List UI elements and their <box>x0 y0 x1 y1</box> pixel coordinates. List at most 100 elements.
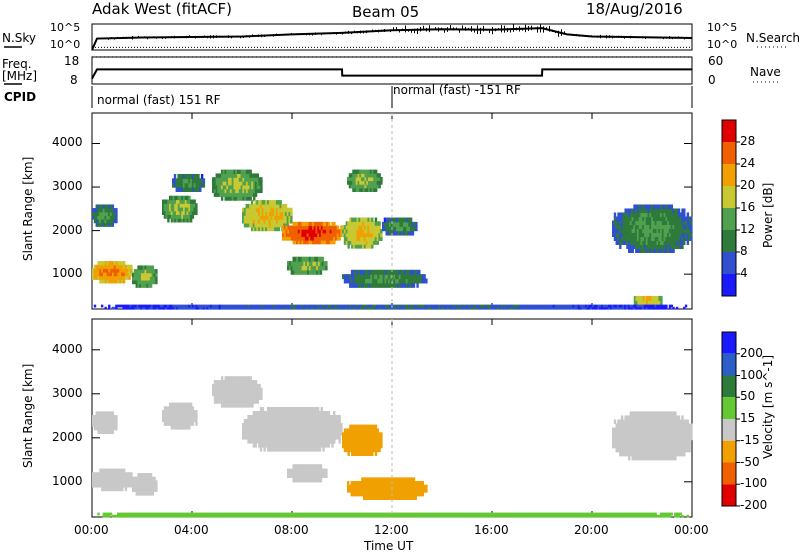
power-cell <box>592 304 595 308</box>
power-cell <box>343 278 347 284</box>
power-cell <box>163 214 167 219</box>
power-cell <box>179 203 182 208</box>
velocity-cell <box>122 479 126 484</box>
power-cell <box>283 203 286 209</box>
power-cell <box>647 220 650 226</box>
velocity-cell <box>363 436 367 441</box>
velocity-cell <box>355 484 359 489</box>
velocity-cell <box>231 395 235 400</box>
power-cell <box>270 200 273 205</box>
velocity-cell <box>324 419 327 424</box>
power-cell <box>347 274 350 280</box>
power-cell <box>254 226 257 232</box>
power-cell <box>369 217 372 222</box>
velocity-cell <box>322 443 325 448</box>
velocity-cell <box>356 440 359 445</box>
velocity-cell <box>183 413 186 419</box>
velocity-cell <box>111 429 115 434</box>
velocity-cell <box>362 440 365 445</box>
velocity-cell <box>414 495 417 500</box>
power-cell <box>224 306 227 310</box>
velocity-cell <box>638 455 642 461</box>
velocity-cell <box>322 431 325 436</box>
velocity-cell <box>647 411 650 417</box>
power-cell <box>193 178 197 184</box>
velocity-cell <box>362 424 365 430</box>
power-cell <box>649 244 652 249</box>
velocity-cell <box>667 415 670 421</box>
power-cell <box>661 228 665 234</box>
power-cell <box>282 225 285 230</box>
power-cell <box>290 261 294 267</box>
velocity-cell <box>183 512 186 516</box>
velocity-cell <box>233 380 236 385</box>
power-cell <box>237 196 240 201</box>
power-cell <box>108 264 111 269</box>
velocity-cell <box>148 487 151 492</box>
velocity-cell <box>400 492 403 497</box>
velocity-cell <box>293 435 297 440</box>
power-cell <box>193 306 197 310</box>
velocity-cell <box>322 435 325 440</box>
power-cell <box>376 184 380 189</box>
velocity-cell <box>349 424 352 430</box>
velocity-cell <box>258 415 261 420</box>
velocity-cell <box>644 423 647 429</box>
velocity-cell <box>142 476 146 481</box>
power-cell <box>399 226 402 232</box>
velocity-cell <box>258 423 261 428</box>
power-cell <box>649 216 652 222</box>
velocity-cell <box>110 479 113 484</box>
power-cell <box>300 304 304 308</box>
velocity-cell <box>656 443 659 449</box>
power-cell <box>424 306 427 310</box>
power-cell <box>319 221 322 227</box>
power-cell <box>181 187 184 192</box>
velocity-cell <box>322 411 325 416</box>
power-cell <box>165 306 168 310</box>
velocity-cell <box>112 486 115 492</box>
velocity-cell <box>297 415 300 420</box>
power-cell <box>352 244 356 249</box>
power-cell <box>331 221 334 227</box>
velocity-cell <box>169 417 172 423</box>
velocity-cell <box>274 431 277 436</box>
velocity-cell <box>238 376 242 381</box>
power-cell <box>92 275 95 280</box>
velocity-cell <box>99 422 102 427</box>
velocity-cell <box>371 484 375 489</box>
power-cell <box>97 211 100 216</box>
power-cell <box>224 196 227 201</box>
velocity-cell <box>402 484 405 489</box>
velocity-cell <box>167 417 170 423</box>
velocity-cell <box>254 387 258 393</box>
power-cell <box>380 232 383 238</box>
power-cell <box>217 184 220 190</box>
velocity-cell <box>247 376 251 381</box>
power-cell <box>654 228 658 234</box>
velocity-cell <box>317 419 320 424</box>
power-cell <box>322 221 325 227</box>
power-cell <box>139 265 142 270</box>
power-cell <box>636 212 640 218</box>
power-cell <box>270 203 273 209</box>
velocity-cell <box>674 447 677 453</box>
velocity-cell <box>133 476 137 481</box>
power-cell <box>684 236 688 241</box>
power-cell <box>405 282 409 288</box>
power-cell <box>176 214 179 219</box>
velocity-cell <box>612 439 615 445</box>
velocity-cell <box>300 439 304 444</box>
power-cell <box>658 300 661 306</box>
velocity-cell <box>368 492 371 497</box>
velocity-cell <box>400 481 403 486</box>
velocity-cell <box>168 514 172 518</box>
power-cell <box>224 192 227 197</box>
velocity-cell <box>277 439 281 444</box>
power-cell <box>636 248 640 253</box>
power-cell <box>683 220 686 226</box>
velocity-cell <box>343 436 347 441</box>
power-cell <box>181 304 184 308</box>
velocity-cell <box>290 431 293 436</box>
velocity-cell <box>633 439 636 445</box>
